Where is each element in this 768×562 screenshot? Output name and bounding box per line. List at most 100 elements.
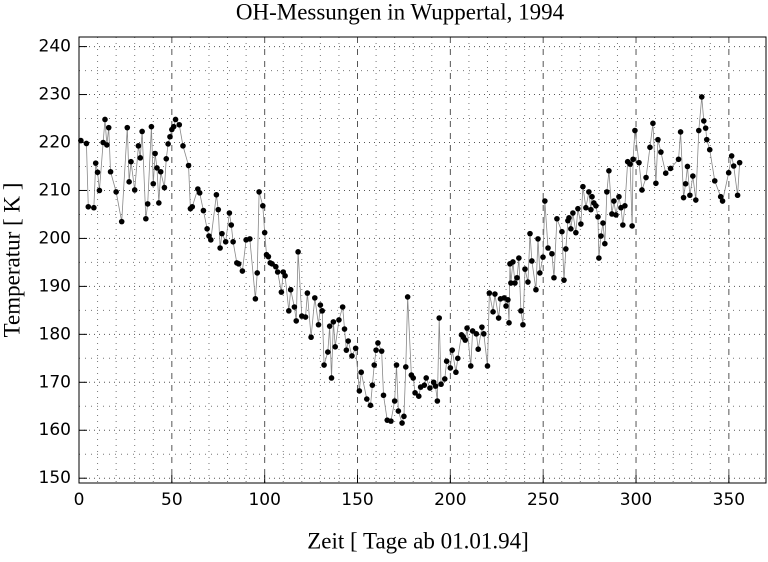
data-point: [105, 124, 112, 131]
data-point: [328, 375, 335, 381]
data-point: [693, 197, 699, 203]
data-point: [495, 315, 502, 321]
data-point: [423, 375, 430, 381]
data-point: [217, 245, 223, 251]
data-point: [286, 308, 292, 314]
data-point: [388, 418, 394, 424]
plot-frame: [78, 36, 767, 484]
data-point: [620, 222, 626, 228]
data-point: [529, 258, 535, 264]
data-point: [632, 127, 638, 134]
data-point: [503, 303, 509, 309]
data-point: [317, 302, 324, 308]
data-point: [247, 236, 253, 242]
data-point: [180, 143, 186, 149]
data-point: [167, 133, 173, 140]
data-point: [453, 369, 459, 376]
data-point: [464, 325, 470, 331]
data-point: [154, 165, 160, 171]
data-point: [518, 308, 524, 314]
data-point: [371, 362, 378, 368]
data-point: [343, 347, 350, 353]
data-point: [189, 203, 196, 210]
data-point: [647, 144, 653, 151]
data-point: [492, 291, 498, 297]
data-point: [447, 365, 454, 371]
data-point: [512, 280, 518, 286]
data-point: [595, 214, 601, 220]
data-point: [700, 118, 707, 124]
data-point: [200, 207, 207, 214]
data-point: [185, 162, 192, 169]
data-point: [554, 215, 560, 222]
y-tick-label: 240: [39, 37, 71, 57]
data-point: [650, 120, 656, 127]
data-point: [561, 277, 567, 283]
x-tick-label: 200: [434, 490, 466, 510]
data-point: [680, 194, 687, 201]
data-point: [655, 136, 661, 143]
data-point: [573, 229, 579, 236]
data-point: [415, 393, 422, 399]
data-point: [256, 189, 262, 195]
data-point: [308, 334, 314, 341]
data-point: [363, 396, 370, 402]
y-tick-label: 220: [39, 133, 71, 153]
data-point: [222, 238, 229, 245]
x-tick-label: 250: [527, 490, 559, 510]
data-point: [152, 150, 158, 157]
data-point: [399, 420, 405, 426]
data-point: [728, 153, 735, 159]
data-point: [391, 398, 398, 404]
data-point: [602, 240, 608, 247]
data-point: [402, 364, 409, 370]
data-point: [302, 314, 309, 320]
data-point: [349, 353, 355, 359]
data-point: [287, 286, 294, 293]
data-point: [537, 270, 543, 276]
data-point: [570, 210, 576, 216]
data-point: [568, 226, 574, 232]
data-point: [85, 203, 92, 210]
data-point: [636, 159, 642, 166]
data-point: [593, 203, 599, 209]
data-point: [165, 141, 171, 147]
data-point: [436, 315, 443, 321]
data-point: [658, 149, 664, 155]
data-point: [295, 249, 301, 255]
data-point: [124, 124, 131, 131]
data-point: [583, 204, 589, 211]
data-point: [332, 344, 339, 350]
data-point: [432, 383, 439, 389]
data-point: [107, 168, 114, 175]
data-point: [135, 143, 142, 149]
y-tick-label: 200: [39, 228, 71, 248]
data-point: [373, 347, 379, 353]
data-point: [533, 286, 539, 293]
data-point: [339, 304, 346, 310]
data-point: [380, 392, 387, 399]
data-point: [219, 230, 225, 237]
data-point: [358, 369, 365, 376]
data-point: [163, 156, 170, 162]
data-point: [161, 184, 168, 191]
y-tick-label: 150: [39, 468, 71, 488]
data-point: [566, 214, 572, 221]
data-point: [367, 402, 374, 409]
data-point: [542, 198, 548, 204]
data-point: [551, 274, 557, 281]
data-point: [549, 250, 555, 257]
data-point: [717, 193, 724, 200]
data-point: [629, 223, 635, 229]
data-point: [273, 263, 279, 270]
data-point: [535, 236, 541, 242]
data-point: [441, 376, 448, 382]
data-point: [143, 215, 149, 222]
data-point: [176, 121, 183, 128]
data-point: [239, 268, 246, 274]
data-point: [706, 146, 713, 153]
data-point: [282, 273, 288, 279]
data-point: [213, 191, 220, 198]
y-tick-label: 170: [39, 372, 71, 392]
x-tick-label: 100: [248, 490, 280, 510]
